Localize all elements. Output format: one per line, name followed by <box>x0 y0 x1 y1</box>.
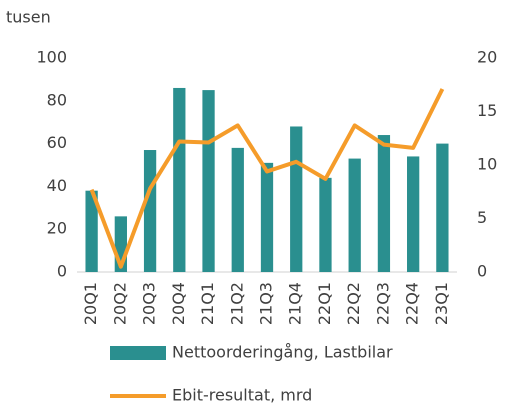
x-tick-label: 23Q1 <box>432 282 451 325</box>
y2-tick-label: 20 <box>477 48 497 67</box>
bar <box>407 156 420 272</box>
x-tick-label: 21Q2 <box>227 282 246 325</box>
y-tick-label: 40 <box>47 176 67 195</box>
bar <box>260 162 274 272</box>
bar <box>143 150 157 272</box>
bar <box>290 126 303 272</box>
bar <box>348 158 361 272</box>
bar <box>173 87 186 273</box>
bar <box>202 90 215 272</box>
y-tick-label: 100 <box>36 48 67 67</box>
y-tick-label: 20 <box>47 219 67 238</box>
y2-tick-label: 15 <box>477 101 497 120</box>
y-tick-label: 0 <box>57 262 67 281</box>
bar <box>231 147 244 272</box>
bar <box>436 143 449 272</box>
x-tick-label: 20Q4 <box>169 282 188 325</box>
bar <box>319 177 332 272</box>
x-tick-label: 20Q3 <box>140 282 159 325</box>
y-tick-label: 80 <box>47 90 67 109</box>
bar <box>377 135 391 272</box>
x-tick-label: 20Q2 <box>110 282 129 325</box>
legend-label: Ebit-resultat, mrd <box>172 386 312 405</box>
x-tick-label: 22Q3 <box>373 282 392 325</box>
y2-tick-label: 10 <box>477 155 497 174</box>
x-tick-label: 22Q1 <box>315 282 334 325</box>
x-tick-label: 22Q4 <box>403 282 422 325</box>
legend-swatch <box>110 346 166 360</box>
x-tick-label: 21Q4 <box>286 282 305 325</box>
y2-tick-label: 5 <box>477 208 487 227</box>
x-tick-label: 22Q2 <box>344 282 363 325</box>
x-tick-label: 21Q1 <box>198 282 217 325</box>
y2-tick-label: 0 <box>477 262 487 281</box>
y-axis-label: tusen <box>6 8 51 27</box>
line <box>89 88 445 269</box>
legend-label: Nettoorderingång, Lastbilar <box>172 343 393 362</box>
x-tick-label: 21Q3 <box>257 282 276 325</box>
x-tick-label: 20Q1 <box>81 282 100 325</box>
bar <box>85 190 98 272</box>
y-tick-label: 60 <box>47 133 67 152</box>
